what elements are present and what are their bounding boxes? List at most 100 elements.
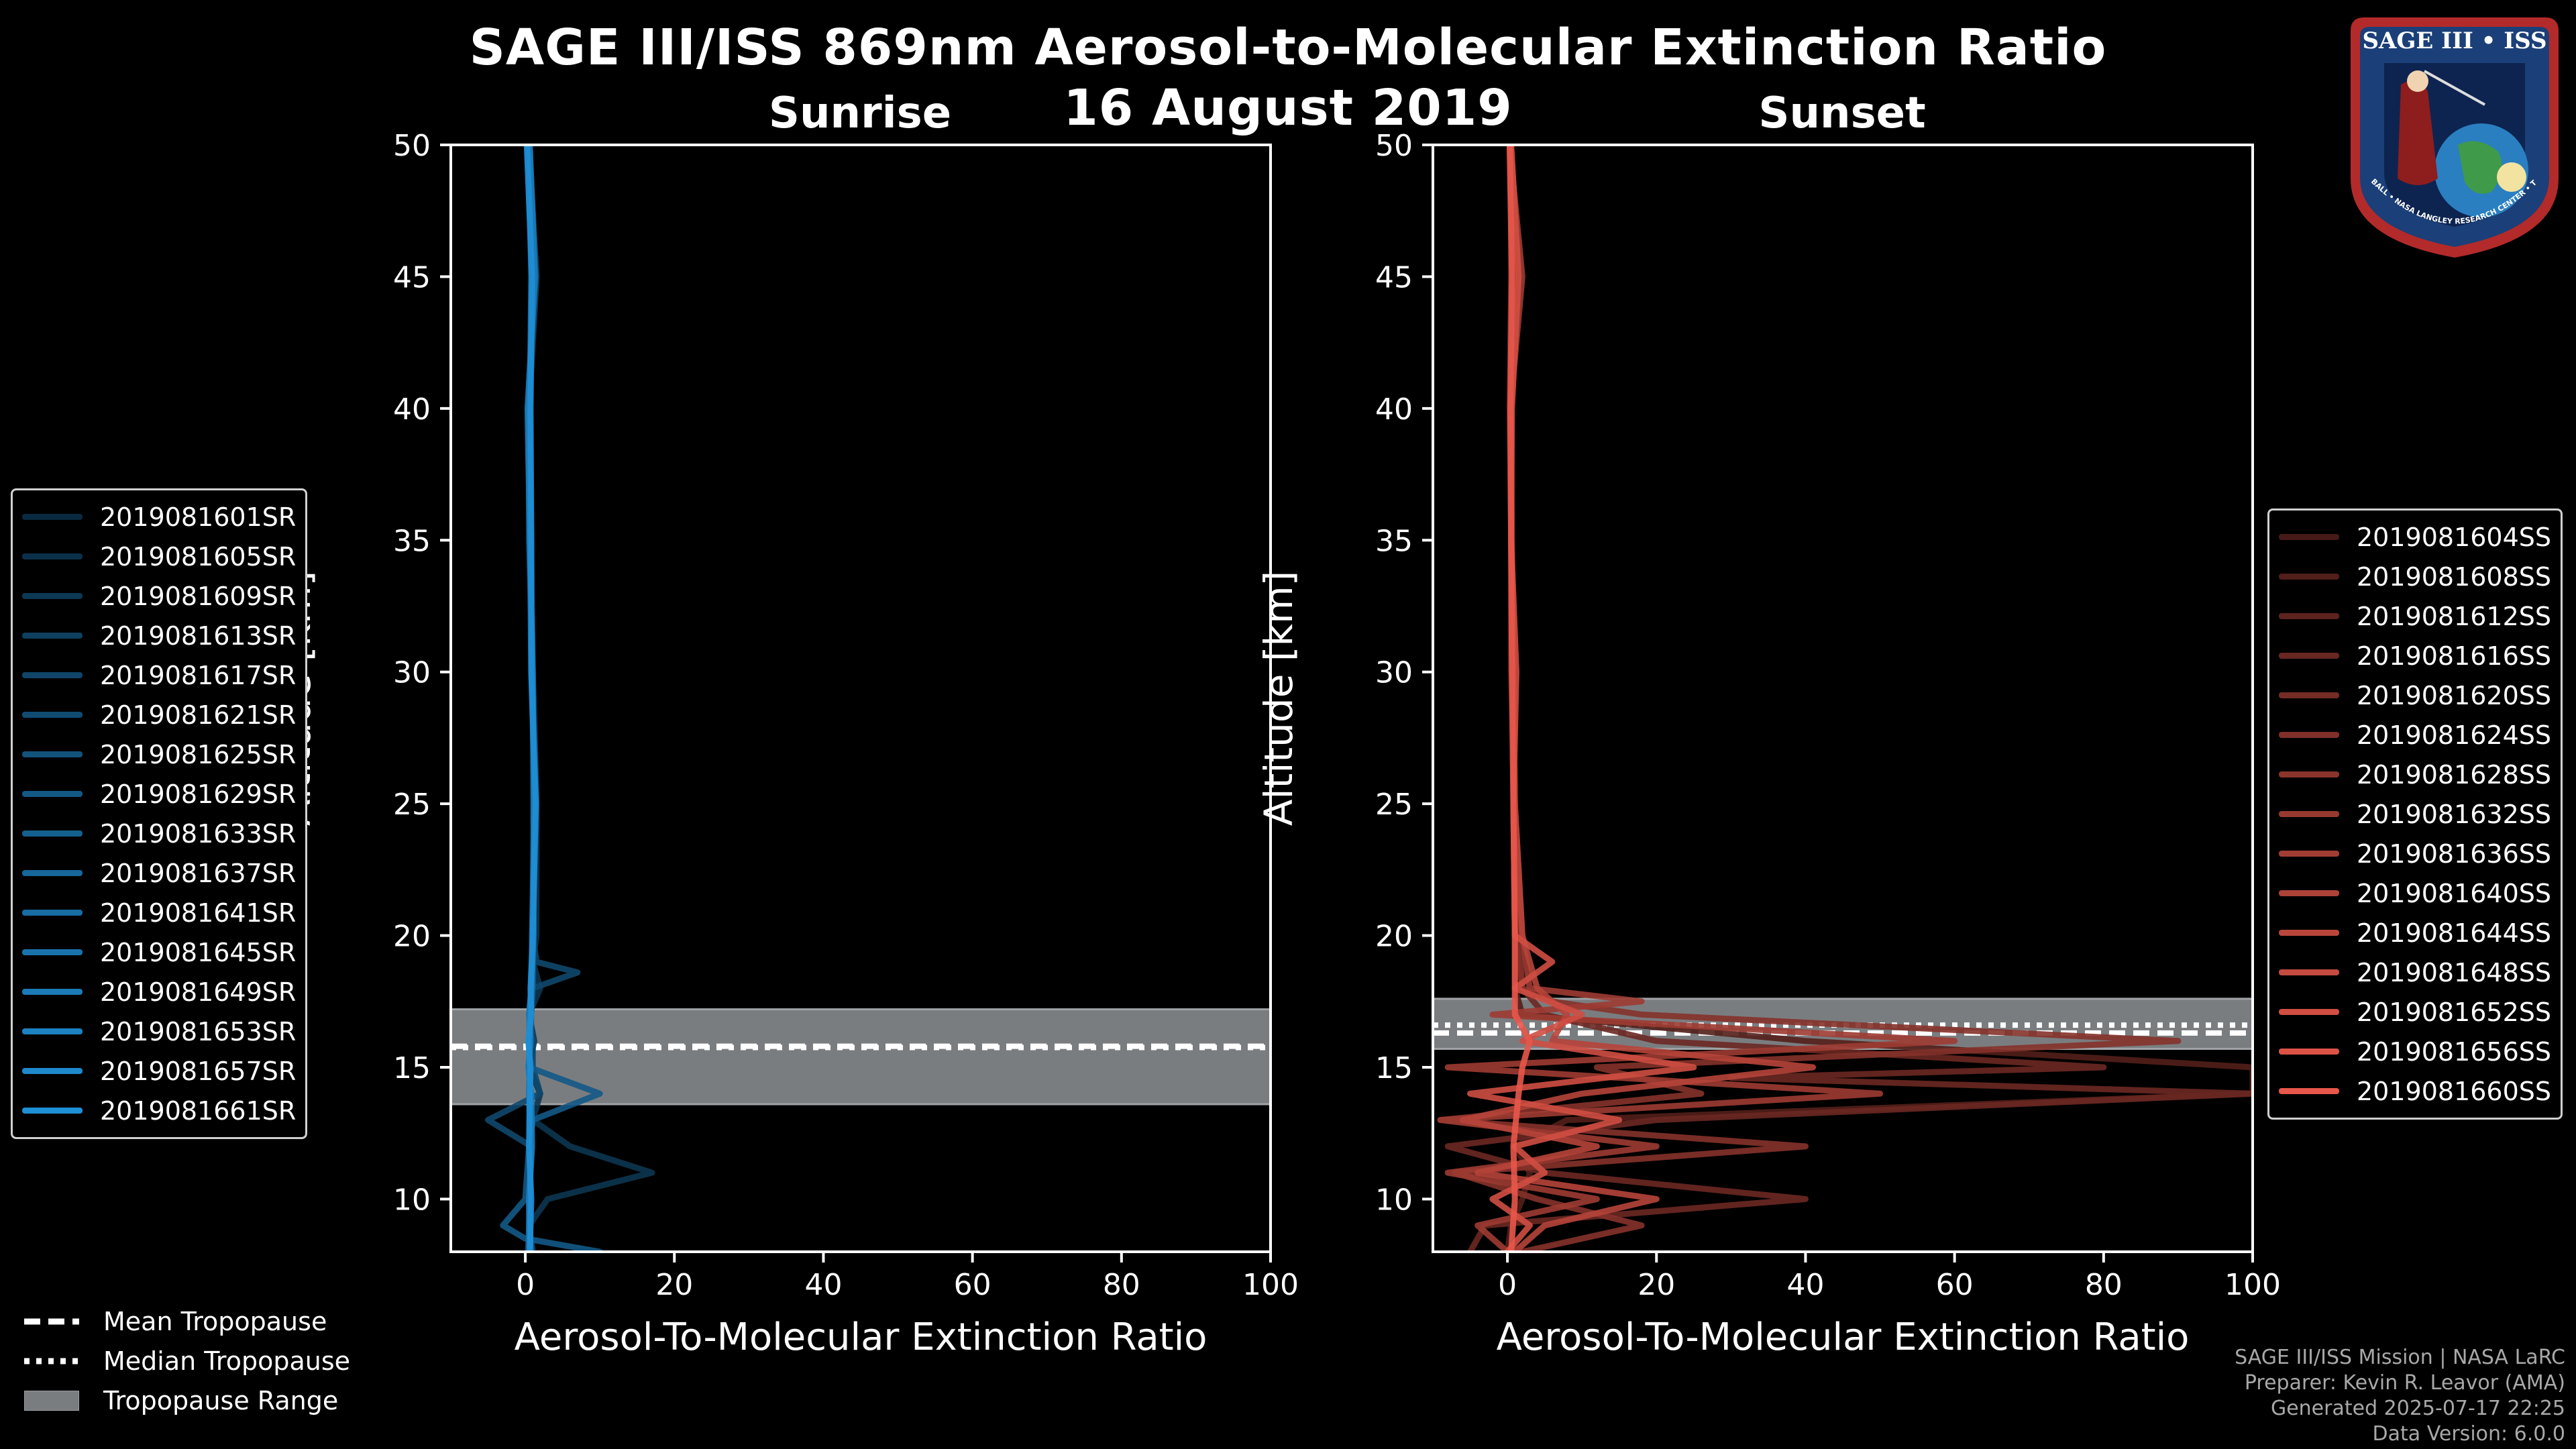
sunrise-x-tick-label: 40 (804, 1268, 842, 1302)
legend-line-swatch (22, 1028, 83, 1034)
sunrise-y-tick-label: 45 (393, 260, 431, 294)
sunrise-y-tick-label: 15 (393, 1051, 431, 1085)
legend-item: 2019081633SR (22, 814, 296, 853)
legend-label: 2019081613SR (100, 621, 297, 651)
legend-line-swatch (2279, 613, 2339, 619)
legend-line-swatch (2279, 771, 2339, 777)
legend-line-swatch (22, 672, 83, 678)
legend-item: 2019081624SS (2279, 715, 2551, 755)
sunrise-profile-line (523, 145, 539, 1252)
legend-line-swatch (22, 949, 83, 955)
legend-label: 2019081636SS (2357, 839, 2552, 869)
legend-line-swatch (22, 751, 83, 757)
sunset-x-tick-label: 40 (1786, 1268, 1824, 1302)
legend-item: 2019081620SS (2279, 676, 2551, 715)
legend-line-swatch (2279, 1049, 2339, 1055)
legend-item: 2019081625SR (22, 735, 296, 774)
sunset-y-axis-label: Altitude [km] (1256, 571, 1301, 826)
legend-label: 2019081628SS (2357, 759, 2552, 790)
legend-item: 2019081601SR (22, 497, 296, 537)
sunset-profile-line (1506, 145, 1533, 1252)
sunset-legend: 2019081604SS 2019081608SS 2019081612SS 2019… (2267, 508, 2563, 1120)
legend-label: 2019081657SR (100, 1056, 297, 1086)
sunset-y-tick-label: 50 (1375, 129, 1413, 163)
legend-label: 2019081621SR (100, 700, 297, 730)
legend-label: 2019081620SS (2357, 680, 2552, 710)
sunset-x-tick-label: 60 (1936, 1268, 1974, 1302)
legend-item: 2019081632SS (2279, 794, 2551, 834)
legend-median-tropopause: Median Tropopause (24, 1341, 350, 1381)
legend-line-swatch (22, 593, 83, 599)
legend-mean-tropopause: Mean Tropopause (24, 1301, 350, 1341)
legend-label: 2019081632SS (2357, 799, 2552, 829)
credits: SAGE III/ISS Mission | NASA LaRC Prepare… (2235, 1345, 2565, 1447)
sunrise-legend: 2019081601SR 2019081605SR 2019081609SR 2019… (11, 488, 308, 1139)
legend-label: 2019081629SR (100, 779, 297, 809)
sunrise-y-tick-label: 20 (393, 920, 431, 954)
sunset-profile-line (1444, 145, 2253, 1252)
sunset-y-tick-label: 20 (1375, 920, 1413, 954)
legend-item: 2019081628SS (2279, 755, 2551, 794)
legend-label: 2019081601SR (100, 502, 297, 532)
legend-line-swatch (22, 1068, 83, 1074)
legend-label: 2019081616SS (2357, 641, 2552, 671)
badge-title: SAGE III • ISS (2362, 28, 2546, 54)
legend-item: 2019081641SR (22, 893, 296, 932)
sunset-y-tick-label: 15 (1375, 1051, 1413, 1085)
legend-label: 2019081633SR (100, 818, 297, 849)
legend-label: 2019081645SR (100, 937, 297, 967)
legend-line-swatch (22, 791, 83, 797)
legend-range-label: Tropopause Range (103, 1385, 339, 1415)
legend-item: 2019081629SR (22, 774, 296, 814)
legend-line-swatch (2279, 692, 2339, 698)
legend-item: 2019081604SS (2279, 517, 2551, 557)
legend-line-swatch (2279, 574, 2339, 580)
legend-label: 2019081661SR (100, 1095, 297, 1126)
legend-item: 2019081637SR (22, 853, 296, 893)
tropopause-legend: Mean Tropopause Median Tropopause Tropop… (24, 1301, 350, 1420)
sunrise-x-tick-label: 100 (1242, 1268, 1299, 1302)
sunset-y-tick-label: 10 (1375, 1183, 1413, 1217)
sunset-y-tick-label: 45 (1375, 260, 1413, 294)
legend-item: 2019081640SS (2279, 873, 2551, 913)
legend-label: 2019081604SS (2357, 522, 2552, 552)
sunset-subtitle: Sunset (1758, 89, 1926, 138)
legend-item: 2019081645SR (22, 932, 296, 972)
sunrise-y-tick-label: 50 (393, 129, 431, 163)
legend-line-swatch (22, 870, 83, 876)
legend-line-swatch (2279, 1009, 2339, 1015)
legend-item: 2019081605SR (22, 537, 296, 576)
legend-line-swatch (2279, 653, 2339, 659)
legend-item: 2019081644SS (2279, 913, 2551, 953)
sunset-x-tick-label: 80 (2085, 1268, 2123, 1302)
sunrise-y-tick-label: 35 (393, 524, 431, 558)
legend-item: 2019081660SS (2279, 1071, 2551, 1111)
legend-line-swatch (22, 514, 83, 520)
legend-label: 2019081660SS (2357, 1076, 2552, 1106)
sunrise-subtitle: Sunrise (768, 89, 952, 138)
legend-label: 2019081637SR (100, 858, 297, 888)
sunset-x-tick-label: 100 (2224, 1268, 2281, 1302)
legend-label: 2019081605SR (100, 541, 297, 572)
legend-label: 2019081640SS (2357, 878, 2552, 908)
sunset-y-tick-label: 25 (1375, 788, 1413, 822)
chart-date: 16 August 2019 (1063, 79, 1513, 137)
sunset-x-tick-label: 20 (1638, 1268, 1675, 1302)
sunset-y-tick-label: 35 (1375, 524, 1413, 558)
legend-label: 2019081608SS (2357, 561, 2552, 592)
legend-label: 2019081653SR (100, 1016, 297, 1046)
median-tropopause-sample (24, 1358, 79, 1364)
legend-label: 2019081652SS (2357, 997, 2552, 1027)
legend-line-swatch (22, 1108, 83, 1114)
legend-item: 2019081652SS (2279, 992, 2551, 1032)
sunset-x-tick-label: 0 (1498, 1268, 1517, 1302)
legend-line-swatch (2279, 969, 2339, 975)
sunrise-plot-frame (449, 144, 1272, 1253)
sunset-profile-line (1504, 145, 2253, 1252)
legend-item: 2019081653SR (22, 1012, 296, 1051)
legend-label: 2019081609SR (100, 581, 297, 611)
legend-label: 2019081648SS (2357, 957, 2552, 987)
sunrise-y-tick-label: 30 (393, 656, 431, 690)
legend-line-swatch (2279, 1088, 2339, 1094)
legend-label: 2019081625SR (100, 739, 297, 769)
